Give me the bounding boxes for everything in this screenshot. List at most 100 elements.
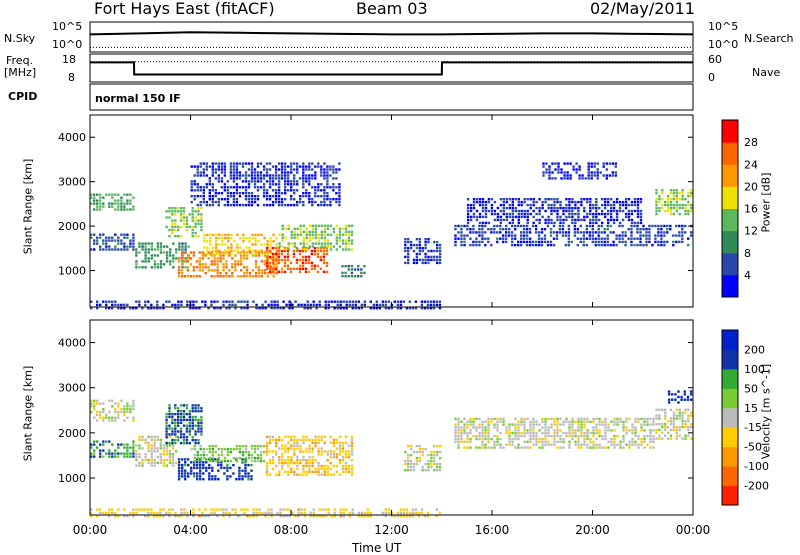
velocity-cell bbox=[637, 446, 640, 449]
velocity-cell bbox=[565, 420, 568, 423]
velocity-cell bbox=[671, 398, 674, 401]
velocity-cell bbox=[487, 420, 490, 423]
velocity-cell bbox=[671, 393, 674, 396]
power-cell bbox=[681, 237, 684, 240]
velocity-cell bbox=[655, 431, 658, 434]
velocity-cell bbox=[661, 437, 664, 440]
power-cell bbox=[354, 300, 357, 303]
velocity-cell bbox=[243, 511, 246, 515]
velocity-cell bbox=[586, 446, 589, 449]
power-cell bbox=[233, 240, 236, 243]
velocity-cell bbox=[526, 429, 529, 432]
velocity-cell bbox=[640, 443, 643, 446]
power-cell bbox=[531, 243, 535, 247]
velocity-cell bbox=[226, 463, 229, 467]
power-cell bbox=[266, 254, 269, 257]
power-cell bbox=[308, 165, 311, 168]
velocity-cell bbox=[255, 511, 258, 515]
velocity-cell bbox=[347, 456, 351, 459]
velocity-cell bbox=[666, 420, 670, 423]
power-cell bbox=[592, 206, 595, 210]
power-cell bbox=[232, 198, 236, 201]
velocity-cell bbox=[317, 453, 320, 456]
velocity-cell bbox=[604, 434, 607, 438]
power-cell bbox=[286, 255, 290, 259]
power-cell bbox=[265, 246, 269, 250]
power-cell bbox=[610, 203, 613, 207]
power-cell bbox=[323, 198, 326, 201]
velocity-cell bbox=[332, 444, 335, 447]
power-cell bbox=[90, 248, 93, 251]
noise-sky-label: N.Sky bbox=[4, 32, 36, 45]
power-cell bbox=[308, 192, 311, 195]
velocity-cell bbox=[223, 472, 226, 475]
power-cell bbox=[251, 254, 255, 257]
velocity-cell bbox=[326, 467, 329, 471]
power-cell bbox=[481, 215, 485, 219]
velocity-cell bbox=[333, 508, 336, 511]
velocity-cell bbox=[622, 420, 625, 423]
power-cell bbox=[302, 180, 305, 183]
power-cell bbox=[227, 246, 230, 249]
velocity-cell bbox=[208, 447, 211, 451]
power-cell bbox=[535, 206, 538, 210]
power-cell bbox=[198, 251, 201, 254]
velocity-cell bbox=[264, 515, 267, 518]
power-cell bbox=[499, 228, 502, 231]
power-cell bbox=[472, 243, 475, 247]
power-cell bbox=[226, 180, 230, 183]
velocity-cell bbox=[433, 453, 436, 457]
velocity-cell bbox=[574, 443, 577, 446]
velocity-cell bbox=[132, 455, 135, 458]
power-cell bbox=[195, 275, 199, 278]
power-cell bbox=[610, 215, 613, 219]
velocity-cell bbox=[637, 443, 640, 446]
velocity-cell bbox=[265, 441, 269, 444]
velocity-cell bbox=[430, 453, 433, 457]
power-cell bbox=[171, 210, 174, 213]
power-cell bbox=[687, 200, 690, 204]
velocity-cell bbox=[111, 443, 114, 446]
velocity-cell bbox=[568, 432, 571, 435]
power-cell bbox=[556, 212, 559, 216]
power-cell bbox=[228, 300, 231, 303]
power-cell bbox=[287, 189, 290, 192]
power-cell bbox=[295, 249, 299, 253]
power-cell bbox=[283, 261, 287, 265]
power-cell bbox=[308, 195, 311, 198]
velocity-cell bbox=[341, 450, 345, 453]
velocity-cell bbox=[427, 465, 430, 469]
velocity-cell bbox=[350, 453, 354, 456]
velocity-cell bbox=[281, 461, 284, 465]
velocity-cell bbox=[99, 443, 102, 446]
velocity-cell bbox=[174, 418, 177, 422]
velocity-cell bbox=[205, 453, 208, 457]
velocity-cell bbox=[162, 447, 166, 450]
velocity-cell bbox=[613, 446, 616, 449]
power-cell bbox=[540, 243, 544, 247]
power-cell bbox=[590, 165, 593, 168]
velocity-cell bbox=[141, 461, 144, 464]
power-cell bbox=[277, 177, 281, 180]
power-cell bbox=[335, 224, 339, 227]
power-cell bbox=[571, 212, 574, 216]
velocity-cell bbox=[332, 441, 335, 444]
power-cell bbox=[493, 200, 497, 204]
power-cell bbox=[269, 240, 272, 243]
power-cell bbox=[424, 246, 427, 250]
velocity-cell bbox=[174, 439, 177, 442]
power-cell bbox=[247, 180, 251, 183]
power-cell bbox=[323, 162, 326, 165]
velocity-cell bbox=[150, 453, 153, 456]
velocity-cell bbox=[487, 423, 490, 426]
power-cell bbox=[569, 177, 572, 180]
power-cell bbox=[306, 307, 309, 310]
velocity-cell bbox=[547, 443, 550, 446]
power-cell bbox=[435, 303, 439, 307]
power-cell bbox=[404, 261, 407, 265]
power-cell bbox=[144, 303, 147, 307]
velocity-cell bbox=[168, 410, 171, 413]
power-cell bbox=[284, 180, 287, 183]
power-cell bbox=[226, 186, 230, 189]
power-cell bbox=[323, 189, 326, 192]
